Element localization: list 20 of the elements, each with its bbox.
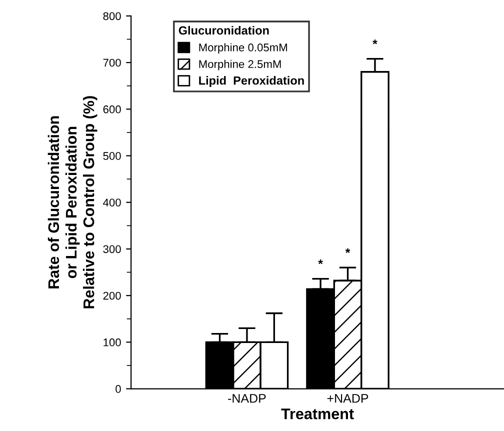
x-axis-title: Treatment bbox=[281, 408, 354, 420]
y-tick-label: 700 bbox=[103, 58, 121, 67]
data-label: * bbox=[345, 248, 350, 253]
x-tick-label: +NADP bbox=[327, 394, 368, 403]
data-label: * bbox=[318, 260, 323, 264]
y-tick-label: 300 bbox=[103, 245, 121, 254]
y-tick-label: 500 bbox=[103, 152, 121, 160]
y-tick-label: 400 bbox=[103, 198, 121, 206]
y-tick-label: 0 bbox=[116, 385, 121, 393]
data-label: * bbox=[372, 40, 378, 44]
y-tick-label: 100 bbox=[104, 338, 121, 346]
legend-title: Glucuronidation bbox=[178, 26, 269, 35]
y-tick-label: 800 bbox=[103, 12, 121, 20]
legend-label: Morphine 0.05mM bbox=[199, 43, 287, 54]
legend-label: Morphine 2.5mM bbox=[199, 60, 281, 70]
y-axis-title: Rate of Glucuronidation or Lipid Peroxidation Relative to Control Group (%) bbox=[48, 96, 98, 308]
y-tick-label: 600 bbox=[103, 105, 121, 114]
legend-label: Lipid Peroxidation bbox=[199, 76, 304, 88]
y-tick-label: 200 bbox=[103, 292, 121, 300]
x-tick-label: -NADP bbox=[228, 394, 266, 403]
